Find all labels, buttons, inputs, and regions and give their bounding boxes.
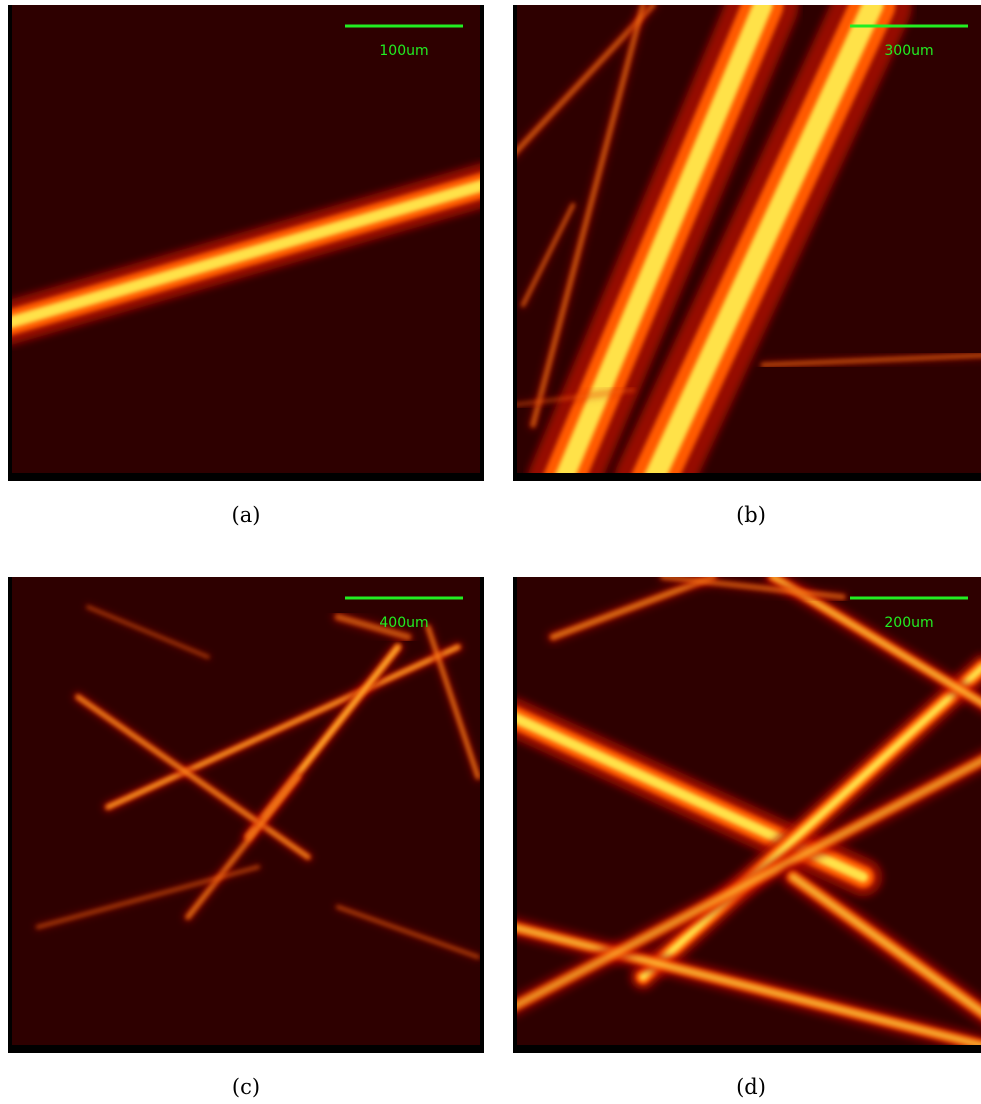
scale-label: 200um xyxy=(884,615,933,631)
caption: (c) xyxy=(232,1075,260,1099)
scale-label: 400um xyxy=(379,615,428,631)
caption: (a) xyxy=(232,503,261,527)
scale-label: 300um xyxy=(884,43,933,59)
panel-a: 100um (a) xyxy=(8,5,484,527)
panel-b: 300um (b) xyxy=(513,5,981,527)
panel-d: 200um (d) xyxy=(513,577,981,1099)
caption: (d) xyxy=(736,1075,766,1099)
figure: 100um (a) 300um (b) 400um (c) 200um (d) xyxy=(0,0,981,1099)
caption: (b) xyxy=(736,503,766,527)
scale-label: 100um xyxy=(379,43,428,59)
panel-c: 400um (c) xyxy=(8,577,484,1099)
